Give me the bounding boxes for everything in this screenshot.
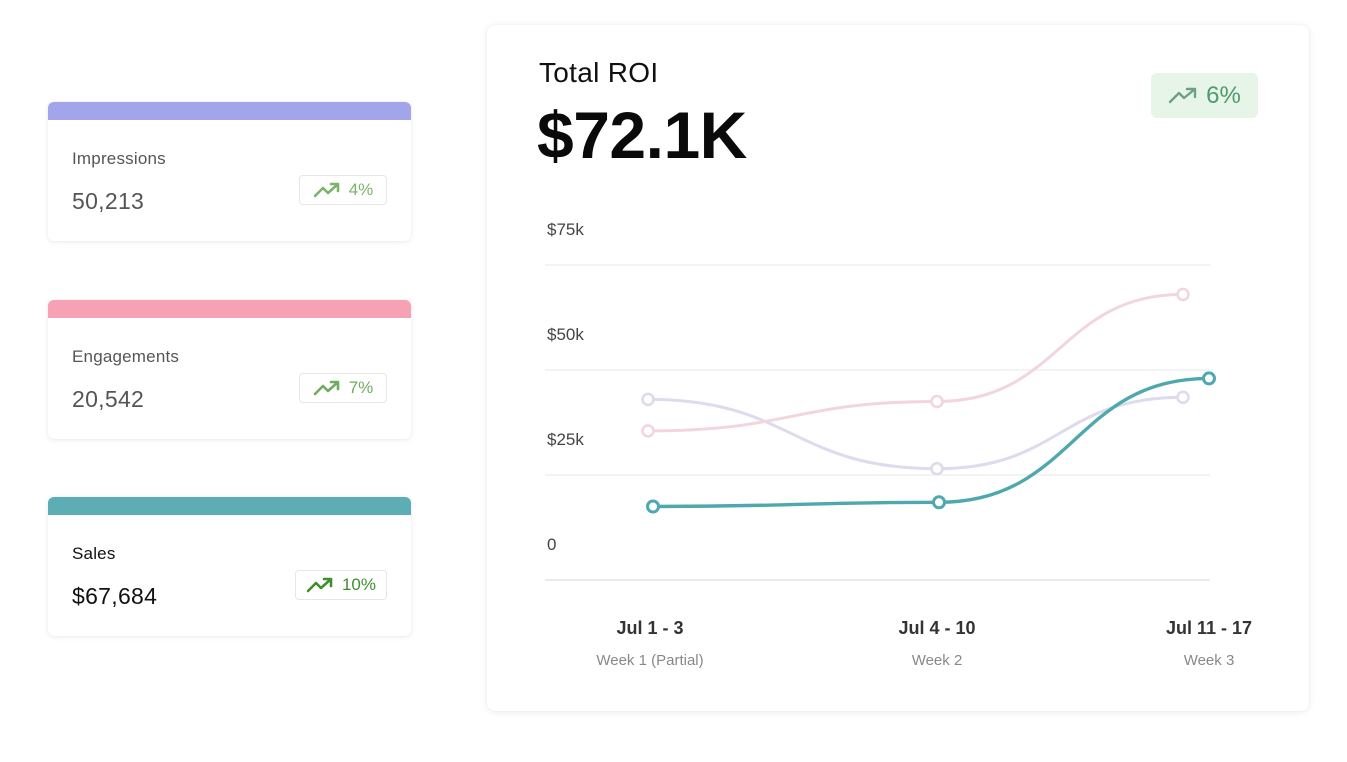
engagements-change-value: 7%: [348, 378, 374, 397]
impressions-color-bar: [48, 102, 411, 120]
engagements-value: 20,542: [72, 386, 145, 412]
trending-up-icon: [313, 182, 340, 198]
y-tick-label: $25k: [547, 430, 584, 449]
data-point: [641, 392, 655, 407]
series-line: [646, 395, 1185, 471]
x-tick-sublabel: Week 2: [912, 652, 963, 669]
impressions-value: 50,213: [72, 188, 145, 214]
data-point: [930, 461, 944, 476]
series-line: [651, 376, 1211, 509]
trending-up-icon: [306, 577, 333, 593]
data-point: [1176, 287, 1190, 302]
engagements-change-badge: 7%: [299, 373, 387, 403]
x-tick-sublabel: Week 1 (Partial): [596, 652, 703, 669]
roi-total-value: $72.1K: [537, 98, 747, 172]
engagements-color-bar: [48, 300, 411, 318]
x-tick-label: Jul 11 - 17: [1166, 618, 1252, 638]
chart-title: Total ROI: [539, 57, 659, 88]
roi-line-chart: 0 $25k $50k $75k Jul 1 - 3 Week 1 (Partial) Ju…: [545, 220, 1252, 669]
impressions-change-badge: 4%: [299, 175, 387, 205]
y-tick-label: $75k: [547, 220, 584, 239]
y-tick-label: 0: [547, 535, 556, 554]
roi-change-value: 6%: [1206, 81, 1241, 109]
engagements-label: Engagements: [72, 347, 180, 366]
data-point: [1176, 390, 1190, 405]
impressions-label: Impressions: [72, 149, 166, 168]
data-point: [1202, 371, 1216, 386]
y-tick-label: $50k: [547, 325, 584, 344]
sales-card[interactable]: Sales $67,684 10%: [48, 497, 411, 636]
x-tick-label: Jul 4 - 10: [898, 618, 975, 638]
trending-up-icon: [313, 380, 340, 396]
roi-change-badge: 6%: [1151, 73, 1258, 118]
engagements-card[interactable]: Engagements 20,542 7%: [48, 300, 411, 439]
sales-change-value: 10%: [341, 575, 376, 594]
data-point: [646, 499, 660, 514]
x-tick-sublabel: Week 3: [1184, 652, 1235, 669]
sales-color-bar: [48, 497, 411, 515]
impressions-change-value: 4%: [348, 180, 374, 199]
sales-value: $67,684: [72, 583, 158, 609]
sales-change-badge: 10%: [294, 570, 387, 600]
data-point: [932, 495, 946, 510]
data-point: [930, 394, 944, 409]
data-point: [641, 424, 655, 438]
total-roi-panel: Total ROI $72.1K 6% 0 $25k $50k $75k Jul 1 -…: [487, 25, 1309, 711]
trending-up-icon: [1168, 87, 1197, 103]
impressions-card[interactable]: Impressions 50,213 4%: [48, 102, 411, 241]
x-tick-label: Jul 1 - 3: [616, 618, 683, 638]
sales-label: Sales: [72, 544, 116, 563]
